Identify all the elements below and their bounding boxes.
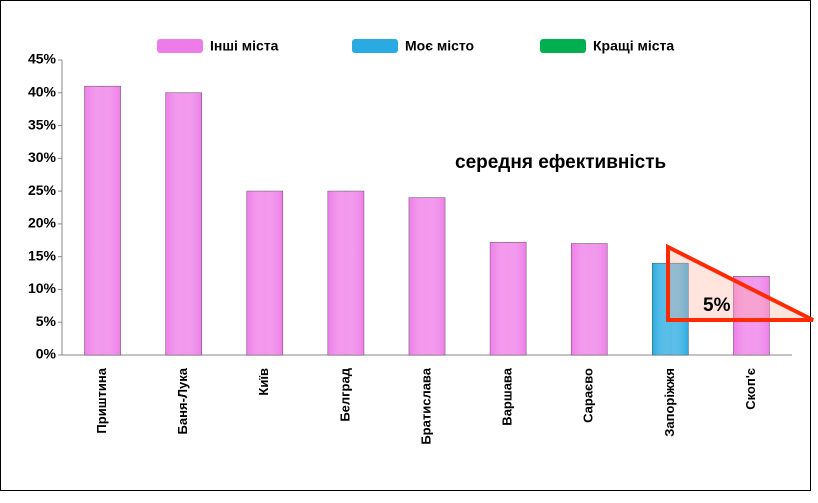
- y-tick-label: 20%: [28, 215, 57, 231]
- frame: [0, 0, 811, 491]
- x-tick-label: Братислава: [418, 367, 433, 444]
- y-tick-label: 15%: [28, 247, 57, 263]
- legend-label: Інші міста: [210, 38, 279, 54]
- x-tick-label: Белград: [337, 367, 352, 421]
- y-tick-label: 40%: [28, 83, 57, 99]
- y-tick-label: 5%: [36, 313, 57, 329]
- y-tick-label: 10%: [28, 280, 57, 296]
- x-tick-label: Київ: [256, 368, 271, 396]
- y-tick-label: 45%: [28, 51, 57, 67]
- legend-swatch: [352, 39, 398, 53]
- x-tick-label: Варшава: [500, 367, 515, 425]
- bar-shine: [165, 92, 202, 356]
- y-tick-label: 35%: [28, 116, 57, 132]
- legend-label: Моє місто: [405, 38, 474, 54]
- y-tick-label: 25%: [28, 182, 57, 198]
- bar-shine: [652, 263, 689, 355]
- x-tick-label: Скоп'є: [743, 368, 758, 410]
- annotation: середня ефективність: [455, 152, 666, 173]
- bar-shine: [246, 191, 283, 355]
- y-tick-label: 30%: [28, 149, 57, 165]
- y-tick-label: 0%: [36, 346, 57, 362]
- x-tick-label: Приштина: [94, 367, 109, 433]
- bar-shine: [409, 197, 445, 355]
- x-tick-label: Сараєво: [581, 368, 596, 423]
- x-tick-label: Запоріжжя: [662, 368, 677, 437]
- legend-swatch: [540, 39, 586, 53]
- bar-shine: [571, 243, 608, 355]
- bar-shine: [327, 191, 364, 355]
- x-tick-label: Баня-Лука: [175, 367, 190, 434]
- bar-shine: [490, 242, 527, 355]
- legend-swatch: [157, 39, 203, 53]
- annotation-triangle: [666, 243, 814, 322]
- annotation: 5%: [703, 295, 731, 316]
- legend-label: Кращі міста: [593, 38, 674, 54]
- bar-shine: [84, 86, 121, 355]
